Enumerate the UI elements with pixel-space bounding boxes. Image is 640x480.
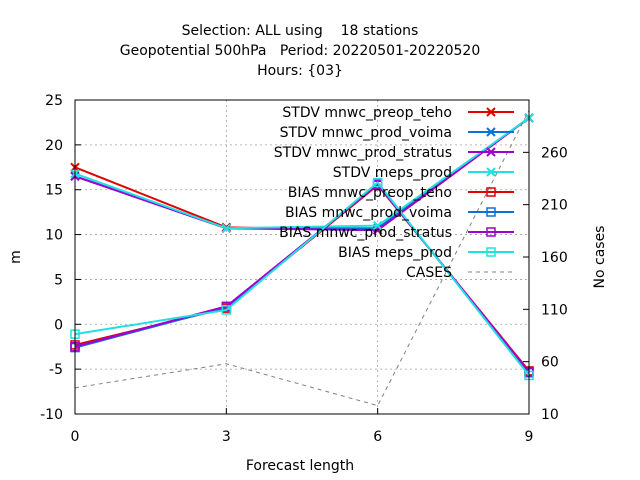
data-point xyxy=(486,227,496,237)
x-tick-label: 9 xyxy=(525,429,534,445)
y-tick-label: -5 xyxy=(49,362,63,378)
y-tick-label: 0 xyxy=(54,317,63,333)
x-axis-label: Forecast length xyxy=(246,458,354,474)
data-point xyxy=(221,305,232,315)
data-point xyxy=(486,187,496,197)
data-point xyxy=(486,207,496,217)
title-line: Selection: ALL using 18 stations xyxy=(182,23,419,39)
legend: STDV mnwc_preop_teho STDV mnwc_prod_voima… xyxy=(274,105,514,281)
y2-tick-label: 60 xyxy=(541,355,559,371)
data-point xyxy=(372,177,383,188)
data-point xyxy=(486,147,496,157)
data-point xyxy=(486,127,496,137)
y-tick-label: -10 xyxy=(40,407,63,423)
legend-label: CASES xyxy=(406,265,452,281)
y-axis-label: m xyxy=(8,250,24,264)
y2-tick-label: 110 xyxy=(541,302,568,318)
y-axis-ticks: -10 -5 0 5 10 15 20 25 xyxy=(40,93,81,423)
data-point xyxy=(486,247,496,257)
chart-title: Selection: ALL using 18 stations Geopoten… xyxy=(120,23,480,79)
y-tick-label: 25 xyxy=(45,93,63,109)
data-point xyxy=(486,167,496,177)
y-tick-label: 10 xyxy=(45,228,63,244)
legend-label: BIAS meps_prod xyxy=(338,245,452,261)
grid xyxy=(75,100,529,414)
series-layer xyxy=(70,110,534,407)
series-path xyxy=(74,117,530,232)
legend-label: STDV meps_prod xyxy=(333,165,452,181)
legend-label: STDV mnwc_prod_voima xyxy=(280,125,452,141)
title-line: Geopotential 500hPa Period: 20220501-202… xyxy=(120,43,480,59)
legend-label: BIAS mnwc_preop_teho xyxy=(288,185,452,201)
legend-label: STDV mnwc_preop_teho xyxy=(282,105,452,121)
series-path xyxy=(74,181,530,377)
y-tick-label: 20 xyxy=(45,138,63,154)
legend-label: BIAS mnwc_prod_voima xyxy=(285,205,452,221)
data-point xyxy=(486,107,496,117)
y2-tick-label: 160 xyxy=(541,250,568,266)
y2-tick-label: 260 xyxy=(541,145,568,161)
data-point xyxy=(372,220,383,231)
x-tick-label: 3 xyxy=(222,429,231,445)
y-tick-label: 15 xyxy=(45,183,63,199)
y2-tick-label: 10 xyxy=(541,407,559,423)
plot-frame xyxy=(74,99,530,415)
title-line: Hours: {03} xyxy=(257,63,343,79)
x-tick-label: 6 xyxy=(373,429,382,445)
x-tick-label: 0 xyxy=(71,429,80,445)
legend-label: STDV mnwc_prod_stratus xyxy=(274,145,452,161)
y2-tick-label: 210 xyxy=(541,198,568,214)
y2-axis-ticks: 10 60 110 160 210 260 xyxy=(523,145,568,423)
legend-label: BIAS mnwc_prod_stratus xyxy=(279,225,452,241)
y-tick-label: 5 xyxy=(54,272,63,288)
data-point xyxy=(221,223,232,233)
series-path xyxy=(74,117,530,230)
y2-axis-label: No cases xyxy=(592,226,608,289)
